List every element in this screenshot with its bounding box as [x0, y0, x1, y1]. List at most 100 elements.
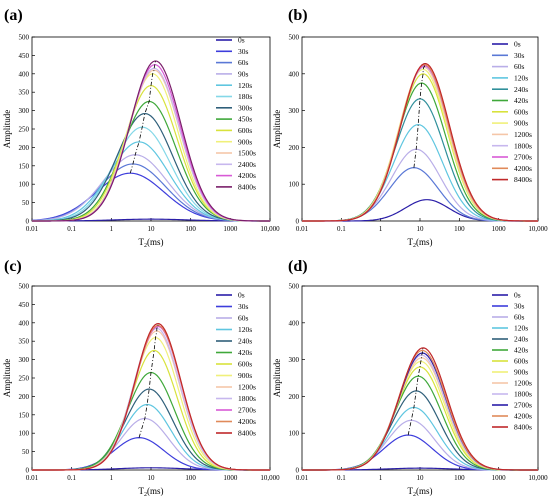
y-tick-label: 300 [289, 356, 300, 364]
legend-label: 90s [238, 70, 249, 79]
series-line-240s [302, 390, 538, 471]
y-tick-label: 0 [26, 467, 30, 475]
legend-label: 1500s [238, 149, 256, 158]
series-line-240s [32, 388, 270, 471]
chart-panel-3: (c) 0 50 100 150 200 250 300 350 400 450 500 0.01 0.1… [2, 258, 280, 498]
legend-label: 8400s [238, 183, 256, 192]
legend-label: 300s [238, 103, 252, 112]
legend-label: 900s [514, 119, 528, 128]
legend-label: 30s [238, 47, 249, 56]
series-line-180s [31, 126, 271, 222]
series-line-30s [32, 437, 270, 471]
series-line-0s [302, 199, 538, 222]
x-tick-label: 0.01 [296, 225, 309, 233]
y-tick-label: 450 [19, 301, 30, 309]
x-tick-label: 10 [148, 225, 156, 233]
y-tick-label: 500 [289, 283, 300, 291]
series-line-600s [302, 73, 538, 222]
panel-label: (b) [288, 7, 308, 24]
plot-frame [31, 36, 271, 222]
legend-label: 180s [238, 92, 252, 101]
y-tick-label: 300 [19, 107, 30, 115]
y-tick-label: 0 [296, 218, 300, 226]
legend-label: 60s [238, 58, 249, 67]
legend-label: 240s [238, 337, 252, 346]
y-tick-label: 350 [19, 338, 30, 346]
series-line-420s [32, 371, 270, 471]
legend-label: 120s [514, 324, 528, 333]
y-tick-label: 500 [19, 34, 30, 42]
x-tick-label: 1000 [223, 225, 238, 233]
legend-label: 450s [238, 115, 252, 124]
series-line-8400s [302, 62, 539, 222]
x-tick-label: 10,000 [260, 474, 280, 482]
x-tick-label: 1000 [492, 225, 507, 233]
x-tick-label: 100 [185, 225, 196, 233]
y-tick-label: 100 [19, 181, 30, 189]
y-axis-label: Amplitude [2, 110, 12, 149]
series-line-2700s [302, 352, 538, 471]
legend-label: 1200s [238, 383, 256, 392]
x-axis-label: T2(ms) [408, 486, 433, 498]
legend-label: 240s [514, 85, 528, 94]
series-line-600s [31, 84, 271, 222]
x-tick-label: 10,000 [528, 474, 548, 482]
legend-label: 1800s [514, 390, 532, 399]
legend-label: 4200s [238, 417, 256, 426]
series-line-600s [32, 349, 270, 471]
x-tick-label: 0.01 [26, 474, 39, 482]
legend-label: 120s [514, 74, 528, 83]
peak-trend-line [129, 60, 156, 174]
legend-label: 420s [514, 346, 528, 355]
x-tick-label: 10 [417, 225, 425, 233]
legend-label: 900s [238, 137, 252, 146]
chart-panel-2: (b) 0 100 200 300 400 500 0.01 0.1 1 10 100 1000 10,0… [272, 7, 548, 249]
series-line-60s [32, 417, 270, 471]
y-tick-label: 0 [26, 218, 30, 226]
panel-label: (c) [4, 258, 22, 275]
legend-label: 1200s [514, 379, 532, 388]
x-tick-label: 1 [110, 474, 114, 482]
x-tick-label: 10 [148, 474, 156, 482]
y-tick-label: 500 [19, 283, 30, 291]
chart-panel-1: (a) 0 50 100 150 200 250 300 350 400 450 500 0.01 0.1… [2, 7, 280, 249]
legend-label: 8400s [514, 423, 532, 432]
legend-label: 60s [514, 62, 525, 71]
y-tick-label: 250 [19, 126, 30, 134]
x-tick-label: 0.1 [67, 225, 76, 233]
x-tick-label: 1 [379, 474, 383, 482]
x-tick-label: 10 [417, 474, 425, 482]
y-tick-label: 400 [289, 70, 300, 78]
x-tick-label: 0.01 [26, 225, 39, 233]
legend-label: 4200s [514, 164, 532, 173]
y-tick-label: 50 [22, 448, 30, 456]
plot-frame [31, 285, 271, 471]
series-line-4200s [32, 324, 270, 471]
legend-label: 900s [238, 371, 252, 380]
legend-label: 2700s [514, 401, 532, 410]
x-tick-label: 1000 [492, 474, 507, 482]
y-axis-label: Amplitude [272, 359, 282, 398]
series-line-2700s [32, 325, 270, 471]
legend-label: 4200s [238, 171, 256, 180]
legend-label: 420s [514, 96, 528, 105]
legend-label: 120s [238, 81, 252, 90]
y-tick-label: 500 [289, 34, 300, 42]
x-axis-label: T2(ms) [408, 237, 433, 249]
y-tick-label: 50 [22, 199, 30, 207]
legend-label: 2400s [238, 160, 256, 169]
series-line-8400s [32, 323, 270, 471]
y-tick-label: 400 [19, 319, 30, 327]
legend-label: 600s [514, 107, 528, 116]
legend-label: 8400s [514, 175, 532, 184]
x-tick-label: 0.1 [337, 474, 346, 482]
x-tick-label: 0.1 [337, 225, 346, 233]
legend-label: 120s [238, 325, 252, 334]
y-axis-label: Amplitude [272, 110, 282, 149]
series-line-30s [302, 167, 538, 222]
series-line-120s [302, 123, 538, 222]
panel-label: (d) [288, 258, 308, 275]
legend-label: 420s [238, 348, 252, 357]
y-tick-label: 450 [19, 52, 30, 60]
series-line-450s [32, 100, 270, 222]
